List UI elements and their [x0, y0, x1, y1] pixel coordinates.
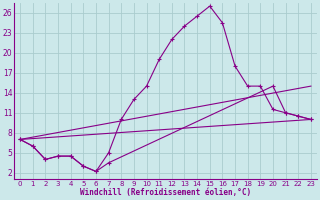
X-axis label: Windchill (Refroidissement éolien,°C): Windchill (Refroidissement éolien,°C) [80, 188, 251, 197]
